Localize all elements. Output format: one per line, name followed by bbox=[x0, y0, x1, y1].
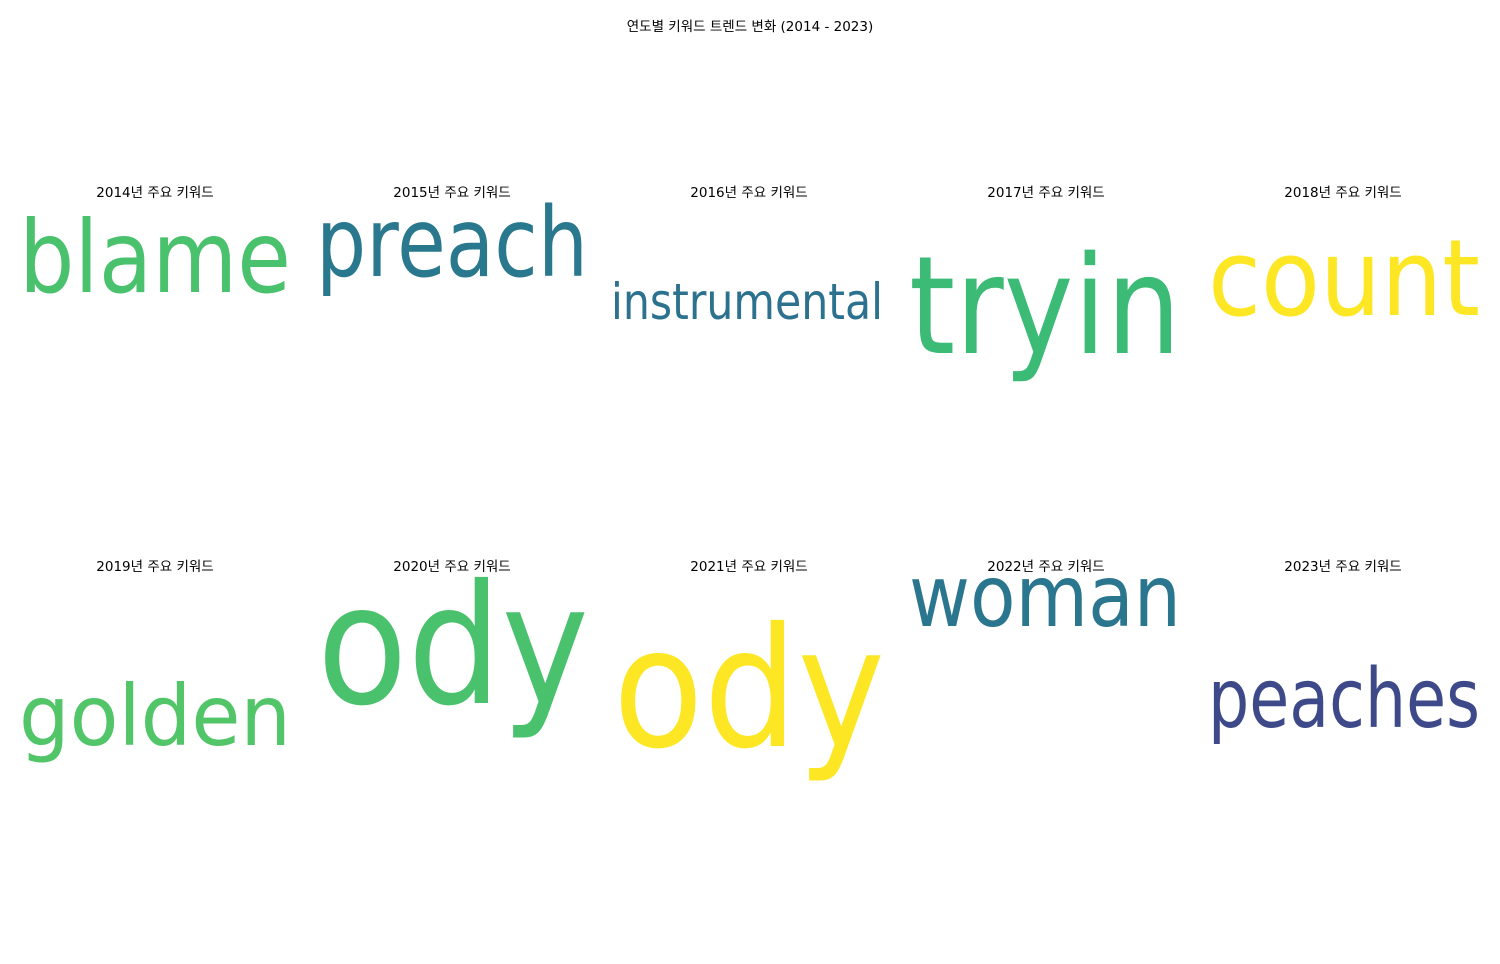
keyword-2014: blame bbox=[19, 199, 291, 316]
keyword-2023: peaches bbox=[1208, 652, 1480, 747]
panel-title-2021: 2021년 주요 키워드 bbox=[690, 559, 808, 575]
wordcloud-2023: peaches bbox=[1208, 652, 1480, 747]
panel-2022: 2022년 주요 키워드 woman bbox=[906, 547, 1186, 855]
keyword-2018: count bbox=[1208, 217, 1480, 340]
panel-title-2016: 2016년 주요 키워드 bbox=[690, 185, 808, 201]
keyword-2022: woman bbox=[909, 547, 1181, 647]
wordcloud-2022: woman bbox=[909, 547, 1181, 647]
panel-title-2017: 2017년 주요 키워드 bbox=[987, 185, 1105, 201]
panel-title-2015: 2015년 주요 키워드 bbox=[393, 185, 511, 201]
panel-2015: 2015년 주요 키워드 preach bbox=[312, 181, 592, 481]
keyword-2017: tryin bbox=[909, 228, 1181, 386]
wordcloud-2018: count bbox=[1208, 217, 1480, 340]
panel-2020: 2020년 주요 키워드 ody bbox=[312, 550, 592, 855]
wordcloud-2015: preach bbox=[316, 187, 588, 299]
figure-title: 연도별 키워드 트렌드 변화 (2014 - 2023) bbox=[626, 19, 874, 35]
panel-title-2014: 2014년 주요 키워드 bbox=[96, 185, 214, 201]
panel-2017: 2017년 주요 키워드 tryin bbox=[906, 181, 1186, 481]
panel-title-2018: 2018년 주요 키워드 bbox=[1284, 185, 1402, 201]
keyword-2015: preach bbox=[316, 187, 588, 299]
wordcloud-2017: tryin bbox=[909, 228, 1181, 386]
keyword-2016: instrumental bbox=[611, 273, 883, 331]
wordcloud-2021: ody bbox=[613, 593, 885, 786]
keyword-2021: ody bbox=[613, 593, 885, 786]
panel-2018: 2018년 주요 키워드 count bbox=[1203, 181, 1483, 481]
keyword-2020: ody bbox=[317, 550, 589, 743]
panel-title-2022: 2022년 주요 키워드 bbox=[987, 559, 1105, 575]
panel-2019: 2019년 주요 키워드 golden bbox=[15, 555, 295, 855]
panel-2023: 2023년 주요 키워드 peaches bbox=[1203, 555, 1483, 855]
panel-title-2019: 2019년 주요 키워드 bbox=[96, 559, 214, 575]
wordcloud-2019: golden bbox=[19, 667, 291, 765]
panel-title-2020: 2020년 주요 키워드 bbox=[393, 559, 511, 575]
panel-2016: 2016년 주요 키워드 instrumental bbox=[609, 181, 889, 481]
wordcloud-2020: ody bbox=[317, 550, 589, 743]
panel-title-2023: 2023년 주요 키워드 bbox=[1284, 559, 1402, 575]
keyword-2019: golden bbox=[19, 667, 291, 765]
panel-2021: 2021년 주요 키워드 ody bbox=[609, 555, 889, 855]
wordcloud-2014: blame bbox=[19, 199, 291, 316]
panel-2014: 2014년 주요 키워드 blame bbox=[15, 181, 295, 481]
wordcloud-2016: instrumental bbox=[611, 273, 883, 331]
